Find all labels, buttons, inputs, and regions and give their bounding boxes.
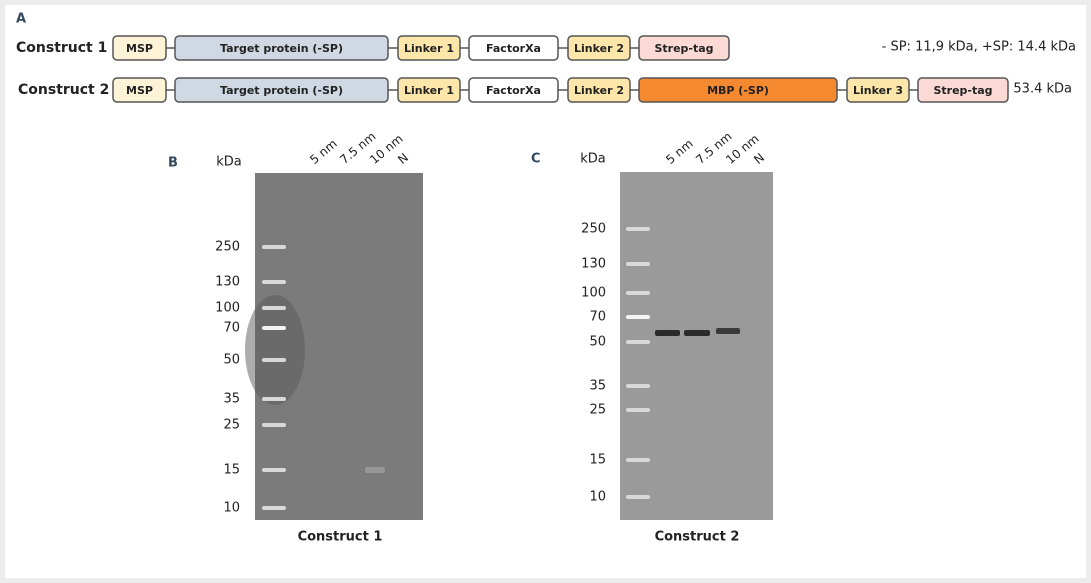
construct-note: - SP: 11,9 kDa, +SP: 14.4 kDa (882, 40, 1076, 55)
ladder-band (262, 397, 286, 401)
marker-label: 10 (589, 490, 606, 505)
domain-box (917, 77, 1009, 103)
ladder-band (262, 245, 286, 249)
sample-band (684, 330, 710, 336)
ladder-band (626, 340, 650, 344)
domain-label: Target protein (-SP) (220, 42, 343, 55)
marker-label: 25 (223, 418, 240, 433)
gel-caption: Construct 1 (298, 530, 383, 545)
unit-label: kDa (216, 155, 242, 170)
domain-label: MSP (126, 42, 153, 55)
ladder-band (626, 495, 650, 499)
domain-label: FactorXa (486, 42, 541, 55)
ladder-band (626, 291, 650, 295)
ladder-band (262, 358, 286, 362)
marker-label: 15 (223, 463, 240, 478)
domain-box (638, 35, 730, 61)
domain-label: Target protein (-SP) (220, 84, 343, 97)
ladder-band (262, 326, 286, 330)
marker-label: 50 (223, 353, 240, 368)
construct-name: Construct 2 (18, 82, 109, 98)
sample-band (655, 330, 680, 336)
gel (620, 172, 773, 520)
domain-label: Strep-tag (933, 84, 992, 97)
marker-label: 130 (215, 275, 240, 290)
marker-label: 70 (223, 321, 240, 336)
domain-label: MBP (-SP) (707, 84, 769, 97)
ladder-band (262, 468, 286, 472)
panel-label: B (168, 156, 178, 171)
marker-label: 25 (589, 403, 606, 418)
ladder-band (262, 280, 286, 284)
marker-label: 50 (589, 335, 606, 350)
sample-band (716, 328, 740, 334)
marker-label: 250 (215, 240, 240, 255)
unit-label: kDa (580, 152, 606, 167)
marker-label: 15 (589, 453, 606, 468)
panel-label: C (531, 152, 541, 167)
gel-caption: Construct 2 (655, 530, 740, 545)
ladder-band (626, 227, 650, 231)
ladder-band (262, 306, 286, 310)
marker-label: 10 (223, 501, 240, 516)
domain-label: Linker 3 (853, 84, 903, 97)
ladder-band (626, 262, 650, 266)
panel-label: A (16, 12, 26, 27)
ladder-band (626, 458, 650, 462)
domain-label: Linker 1 (404, 84, 454, 97)
ladder-band (626, 315, 650, 319)
marker-label: 70 (589, 310, 606, 325)
ladder-band (626, 408, 650, 412)
domain-label: Linker 2 (574, 84, 624, 97)
construct-note: 53.4 kDa (1013, 82, 1072, 97)
domain-label: Strep-tag (654, 42, 713, 55)
gel-smear (245, 295, 305, 405)
marker-label: 100 (215, 301, 240, 316)
domain-label: MSP (126, 84, 153, 97)
marker-label: 130 (581, 257, 606, 272)
marker-label: 100 (581, 286, 606, 301)
domain-label: Linker 1 (404, 42, 454, 55)
domain-label: FactorXa (486, 84, 541, 97)
domain-label: Linker 2 (574, 42, 624, 55)
ladder-band (262, 506, 286, 510)
ladder-band (262, 423, 286, 427)
construct-name: Construct 1 (16, 40, 107, 56)
sample-band (365, 467, 385, 473)
marker-label: 250 (581, 222, 606, 237)
marker-label: 35 (589, 379, 606, 394)
marker-label: 35 (223, 392, 240, 407)
ladder-band (626, 384, 650, 388)
